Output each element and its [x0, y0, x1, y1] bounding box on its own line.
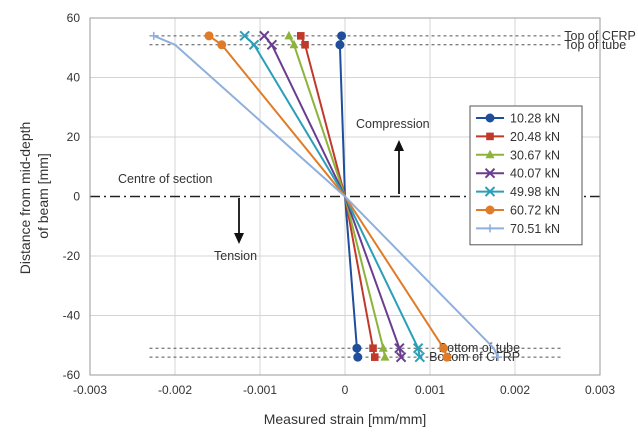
x-tick-label: -0.001: [243, 383, 277, 397]
y-tick-label: 0: [73, 190, 80, 204]
data-point: [485, 205, 495, 215]
x-tick-label: -0.002: [158, 383, 192, 397]
series-line: [153, 34, 499, 358]
data-point: [484, 167, 496, 179]
plot-frame: [89, 17, 601, 376]
y-tick-label: 40: [67, 71, 81, 85]
data-point: [395, 351, 407, 363]
data-point: [301, 40, 309, 49]
data-point-stroke: [412, 343, 424, 354]
legend-label: 70.51 kN: [510, 222, 560, 236]
legend-label: 49.98 kN: [510, 185, 560, 199]
data-point: [412, 343, 424, 354]
y-tick-label: -60: [63, 368, 81, 382]
data-point: [442, 352, 452, 362]
data-point: [335, 40, 345, 50]
data-point-stroke: [394, 343, 405, 354]
data-point-stroke: [259, 30, 270, 42]
legend-label: 40.07 kN: [510, 167, 560, 181]
y-axis-title-line-1: Distance from mid-depth: [17, 122, 33, 275]
data-point: [486, 132, 494, 141]
data-point: [149, 31, 158, 40]
y-tick-label: -20: [63, 249, 81, 263]
data-point: [414, 351, 426, 363]
data-point: [239, 30, 250, 42]
y-tick-label: 60: [67, 11, 81, 25]
legend-label: 20.48 kN: [510, 130, 560, 144]
legend-item: 20.48 kN: [476, 130, 560, 144]
data-point: [369, 344, 377, 353]
data-point: [485, 149, 495, 159]
data-point-stroke: [414, 351, 426, 363]
data-point: [394, 343, 405, 354]
data-point-stroke: [484, 167, 496, 179]
compression-arrow: [394, 140, 404, 194]
data-point: [217, 40, 227, 50]
legend-label: 10.28 kN: [510, 112, 560, 126]
tension-label: Tension: [214, 249, 257, 263]
tension-arrow: [234, 198, 244, 244]
data-point-stroke: [248, 39, 260, 50]
data-point: [485, 113, 495, 123]
data-point: [284, 30, 294, 40]
data-point: [248, 39, 260, 50]
legend-item: 10.28 kN: [476, 112, 560, 126]
data-point-stroke: [239, 30, 250, 42]
legend-label: 30.67 kN: [510, 148, 560, 162]
x-tick-label: 0: [342, 383, 349, 397]
reference-label: Top of tube: [564, 38, 626, 52]
data-point: [378, 343, 388, 352]
legend-item: 30.67 kN: [476, 148, 560, 162]
series-70-51-kn: [149, 31, 502, 362]
data-point: [204, 31, 214, 41]
x-tick-label: -0.003: [73, 383, 107, 397]
tick-labels: -0.003 -0.002 -0.001 0 0.001 0.002 0.003 -60 -40…: [63, 11, 616, 397]
data-point: [297, 32, 305, 40]
data-point-stroke: [484, 186, 496, 197]
annotations: Centre of section Compression Tension: [118, 117, 430, 263]
data-point: [353, 352, 363, 362]
data-point: [486, 224, 494, 233]
data-point: [439, 343, 449, 353]
y-axis-title: Distance from mid-depth of beam [mm]: [17, 118, 51, 274]
centre-of-section-label: Centre of section: [118, 172, 213, 186]
data-point: [484, 186, 496, 197]
data-point: [380, 352, 390, 361]
data-point-stroke: [266, 39, 278, 50]
y-axis-title-line-2: of beam [mm]: [35, 153, 51, 239]
arrow-head: [394, 140, 404, 151]
x-axis-title: Measured strain [mm/mm]: [264, 411, 427, 427]
legend-item: 40.07 kN: [476, 167, 560, 181]
reference-label: Bottom of tube: [439, 341, 520, 355]
series-group: [149, 30, 502, 363]
legend: 10.28 kN 20.48 kN 30.67 kN 40.07 kN 49.98 kN…: [469, 105, 583, 246]
legend-label: 60.72 kN: [510, 204, 560, 218]
data-point: [494, 353, 502, 362]
x-tick-label: 0.002: [500, 383, 530, 397]
legend-item: 70.51 kN: [476, 222, 560, 236]
data-point: [352, 343, 362, 353]
legend-item: 49.98 kN: [476, 185, 560, 199]
data-point: [337, 31, 347, 41]
data-point: [370, 353, 379, 361]
data-point: [259, 30, 270, 42]
x-tick-label: 0.001: [415, 383, 445, 397]
y-tick-label: -40: [63, 309, 81, 323]
compression-label: Compression: [356, 117, 430, 131]
legend-item: 60.72 kN: [476, 204, 560, 218]
y-tick-label: 20: [67, 130, 81, 144]
arrow-head: [234, 233, 244, 244]
data-point: [266, 39, 278, 50]
x-tick-label: 0.003: [585, 383, 615, 397]
data-point-stroke: [395, 351, 407, 363]
data-point: [289, 39, 299, 49]
